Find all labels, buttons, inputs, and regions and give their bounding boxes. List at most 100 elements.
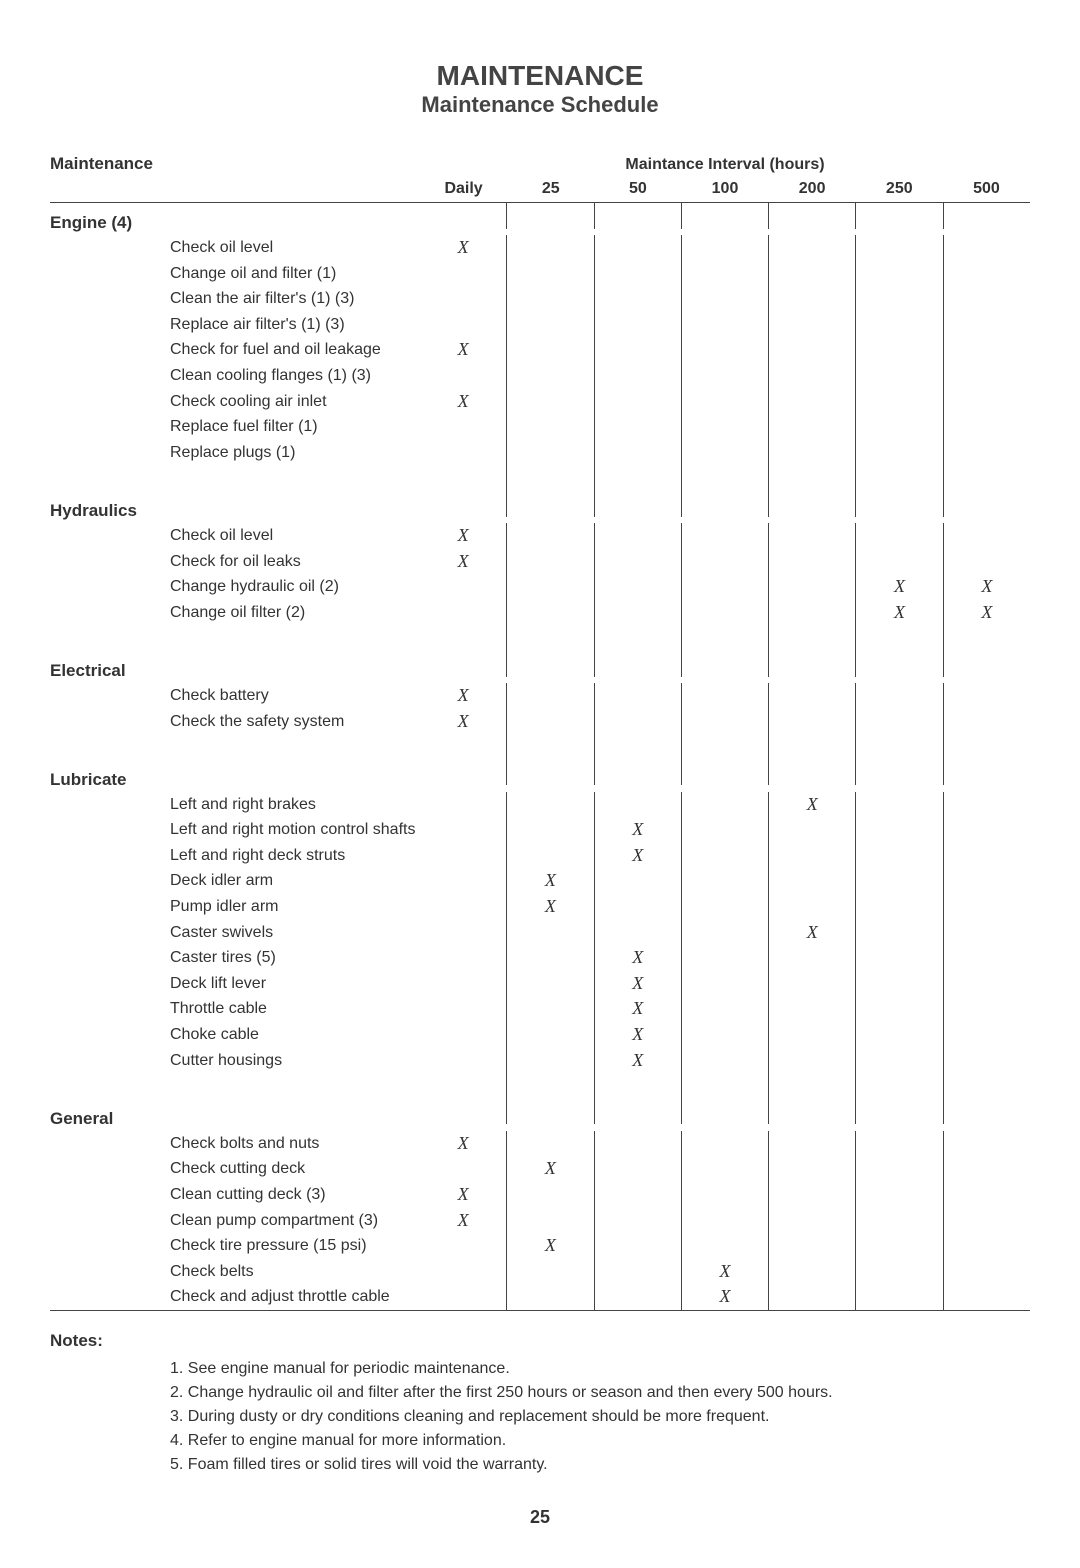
mark-cell (855, 363, 942, 389)
section-title: General (50, 1099, 170, 1131)
mark-cell (943, 709, 1030, 735)
table-row: Replace fuel filter (1) (50, 414, 1030, 440)
table-row: Deck lift lever X (50, 971, 1030, 997)
mark-cell (506, 523, 593, 549)
mark-cell (943, 1284, 1030, 1310)
mark-cell: X (420, 523, 506, 549)
mark-cell (768, 1131, 855, 1157)
mark-cell (420, 1233, 506, 1259)
mark-cell (594, 414, 681, 440)
column-header: 25 (507, 178, 594, 198)
mark-cell (681, 817, 768, 843)
header-left: Maintenance (50, 154, 170, 174)
mark-cell (855, 894, 942, 920)
mark-cell (681, 945, 768, 971)
table-row: Check belts X (50, 1259, 1030, 1285)
mark-cell (681, 868, 768, 894)
mark-cell: X (420, 337, 506, 363)
task-label: Change hydraulic oil (2) (170, 574, 420, 600)
table-column-header: Daily2550100200250500 (50, 178, 1030, 202)
task-label: Check bolts and nuts (170, 1131, 420, 1157)
task-label: Check battery (170, 683, 420, 709)
mark-cell (943, 523, 1030, 549)
task-label: Replace fuel filter (1) (170, 414, 420, 440)
mark-cell (681, 1208, 768, 1234)
mark-cell (506, 709, 593, 735)
task-label: Check for oil leaks (170, 549, 420, 575)
mark-cell (506, 574, 593, 600)
mark-cell (594, 549, 681, 575)
mark-cell (681, 1131, 768, 1157)
mark-cell (855, 1284, 942, 1310)
mark-cell (506, 414, 593, 440)
mark-cell (855, 389, 942, 415)
mark-cell (855, 1048, 942, 1074)
section-row: Electrical (50, 651, 1030, 683)
mark-cell (594, 574, 681, 600)
mark-cell (594, 709, 681, 735)
task-label: Clean cooling flanges (1) (3) (170, 363, 420, 389)
mark-cell (943, 894, 1030, 920)
mark-cell (681, 792, 768, 818)
mark-cell (506, 945, 593, 971)
mark-cell (681, 414, 768, 440)
mark-cell (420, 600, 506, 626)
mark-cell (943, 971, 1030, 997)
mark-cell (768, 523, 855, 549)
task-label: Change oil filter (2) (170, 600, 420, 626)
mark-cell (943, 286, 1030, 312)
mark-cell (855, 440, 942, 466)
mark-cell (855, 1131, 942, 1157)
mark-cell: X (943, 574, 1030, 600)
mark-cell (768, 286, 855, 312)
mark-cell (768, 389, 855, 415)
note-item: 1. See engine manual for periodic mainte… (170, 1357, 1030, 1381)
table-header: Maintenance Maintance Interval (hours) (50, 154, 1030, 178)
mark-cell (506, 286, 593, 312)
mark-cell: X (681, 1284, 768, 1310)
mark-cell (594, 1259, 681, 1285)
mark-cell (768, 945, 855, 971)
mark-cell (594, 683, 681, 709)
mark-cell (768, 337, 855, 363)
mark-cell: X (594, 1022, 681, 1048)
mark-cell (681, 1022, 768, 1048)
mark-cell (855, 817, 942, 843)
mark-cell (943, 337, 1030, 363)
mark-cell (768, 1048, 855, 1074)
section-row: Hydraulics (50, 491, 1030, 523)
mark-cell (594, 1156, 681, 1182)
mark-cell (943, 1156, 1030, 1182)
mark-cell: X (506, 868, 593, 894)
mark-cell (943, 389, 1030, 415)
mark-cell (506, 1131, 593, 1157)
mark-cell (681, 337, 768, 363)
mark-cell (594, 894, 681, 920)
mark-cell: X (594, 843, 681, 869)
mark-cell (594, 523, 681, 549)
mark-cell (943, 817, 1030, 843)
mark-cell (506, 996, 593, 1022)
mark-cell: X (594, 971, 681, 997)
note-item: 3. During dusty or dry conditions cleani… (170, 1405, 1030, 1429)
table-row: Clean the air filter's (1) (3) (50, 286, 1030, 312)
mark-cell (855, 843, 942, 869)
mark-cell (768, 1022, 855, 1048)
task-label: Clean the air filter's (1) (3) (170, 286, 420, 312)
mark-cell: X (594, 945, 681, 971)
mark-cell: X (506, 1233, 593, 1259)
mark-cell (943, 868, 1030, 894)
mark-cell (768, 971, 855, 997)
mark-cell: X (420, 709, 506, 735)
task-label: Cutter housings (170, 1048, 420, 1074)
mark-cell (506, 920, 593, 946)
mark-cell: X (855, 574, 942, 600)
mark-cell (506, 312, 593, 338)
task-label: Left and right brakes (170, 792, 420, 818)
mark-cell (506, 549, 593, 575)
table-row: Check oil levelX (50, 235, 1030, 261)
mark-cell (506, 792, 593, 818)
mark-cell (943, 1048, 1030, 1074)
mark-cell (681, 1048, 768, 1074)
task-label: Check cutting deck (170, 1156, 420, 1182)
